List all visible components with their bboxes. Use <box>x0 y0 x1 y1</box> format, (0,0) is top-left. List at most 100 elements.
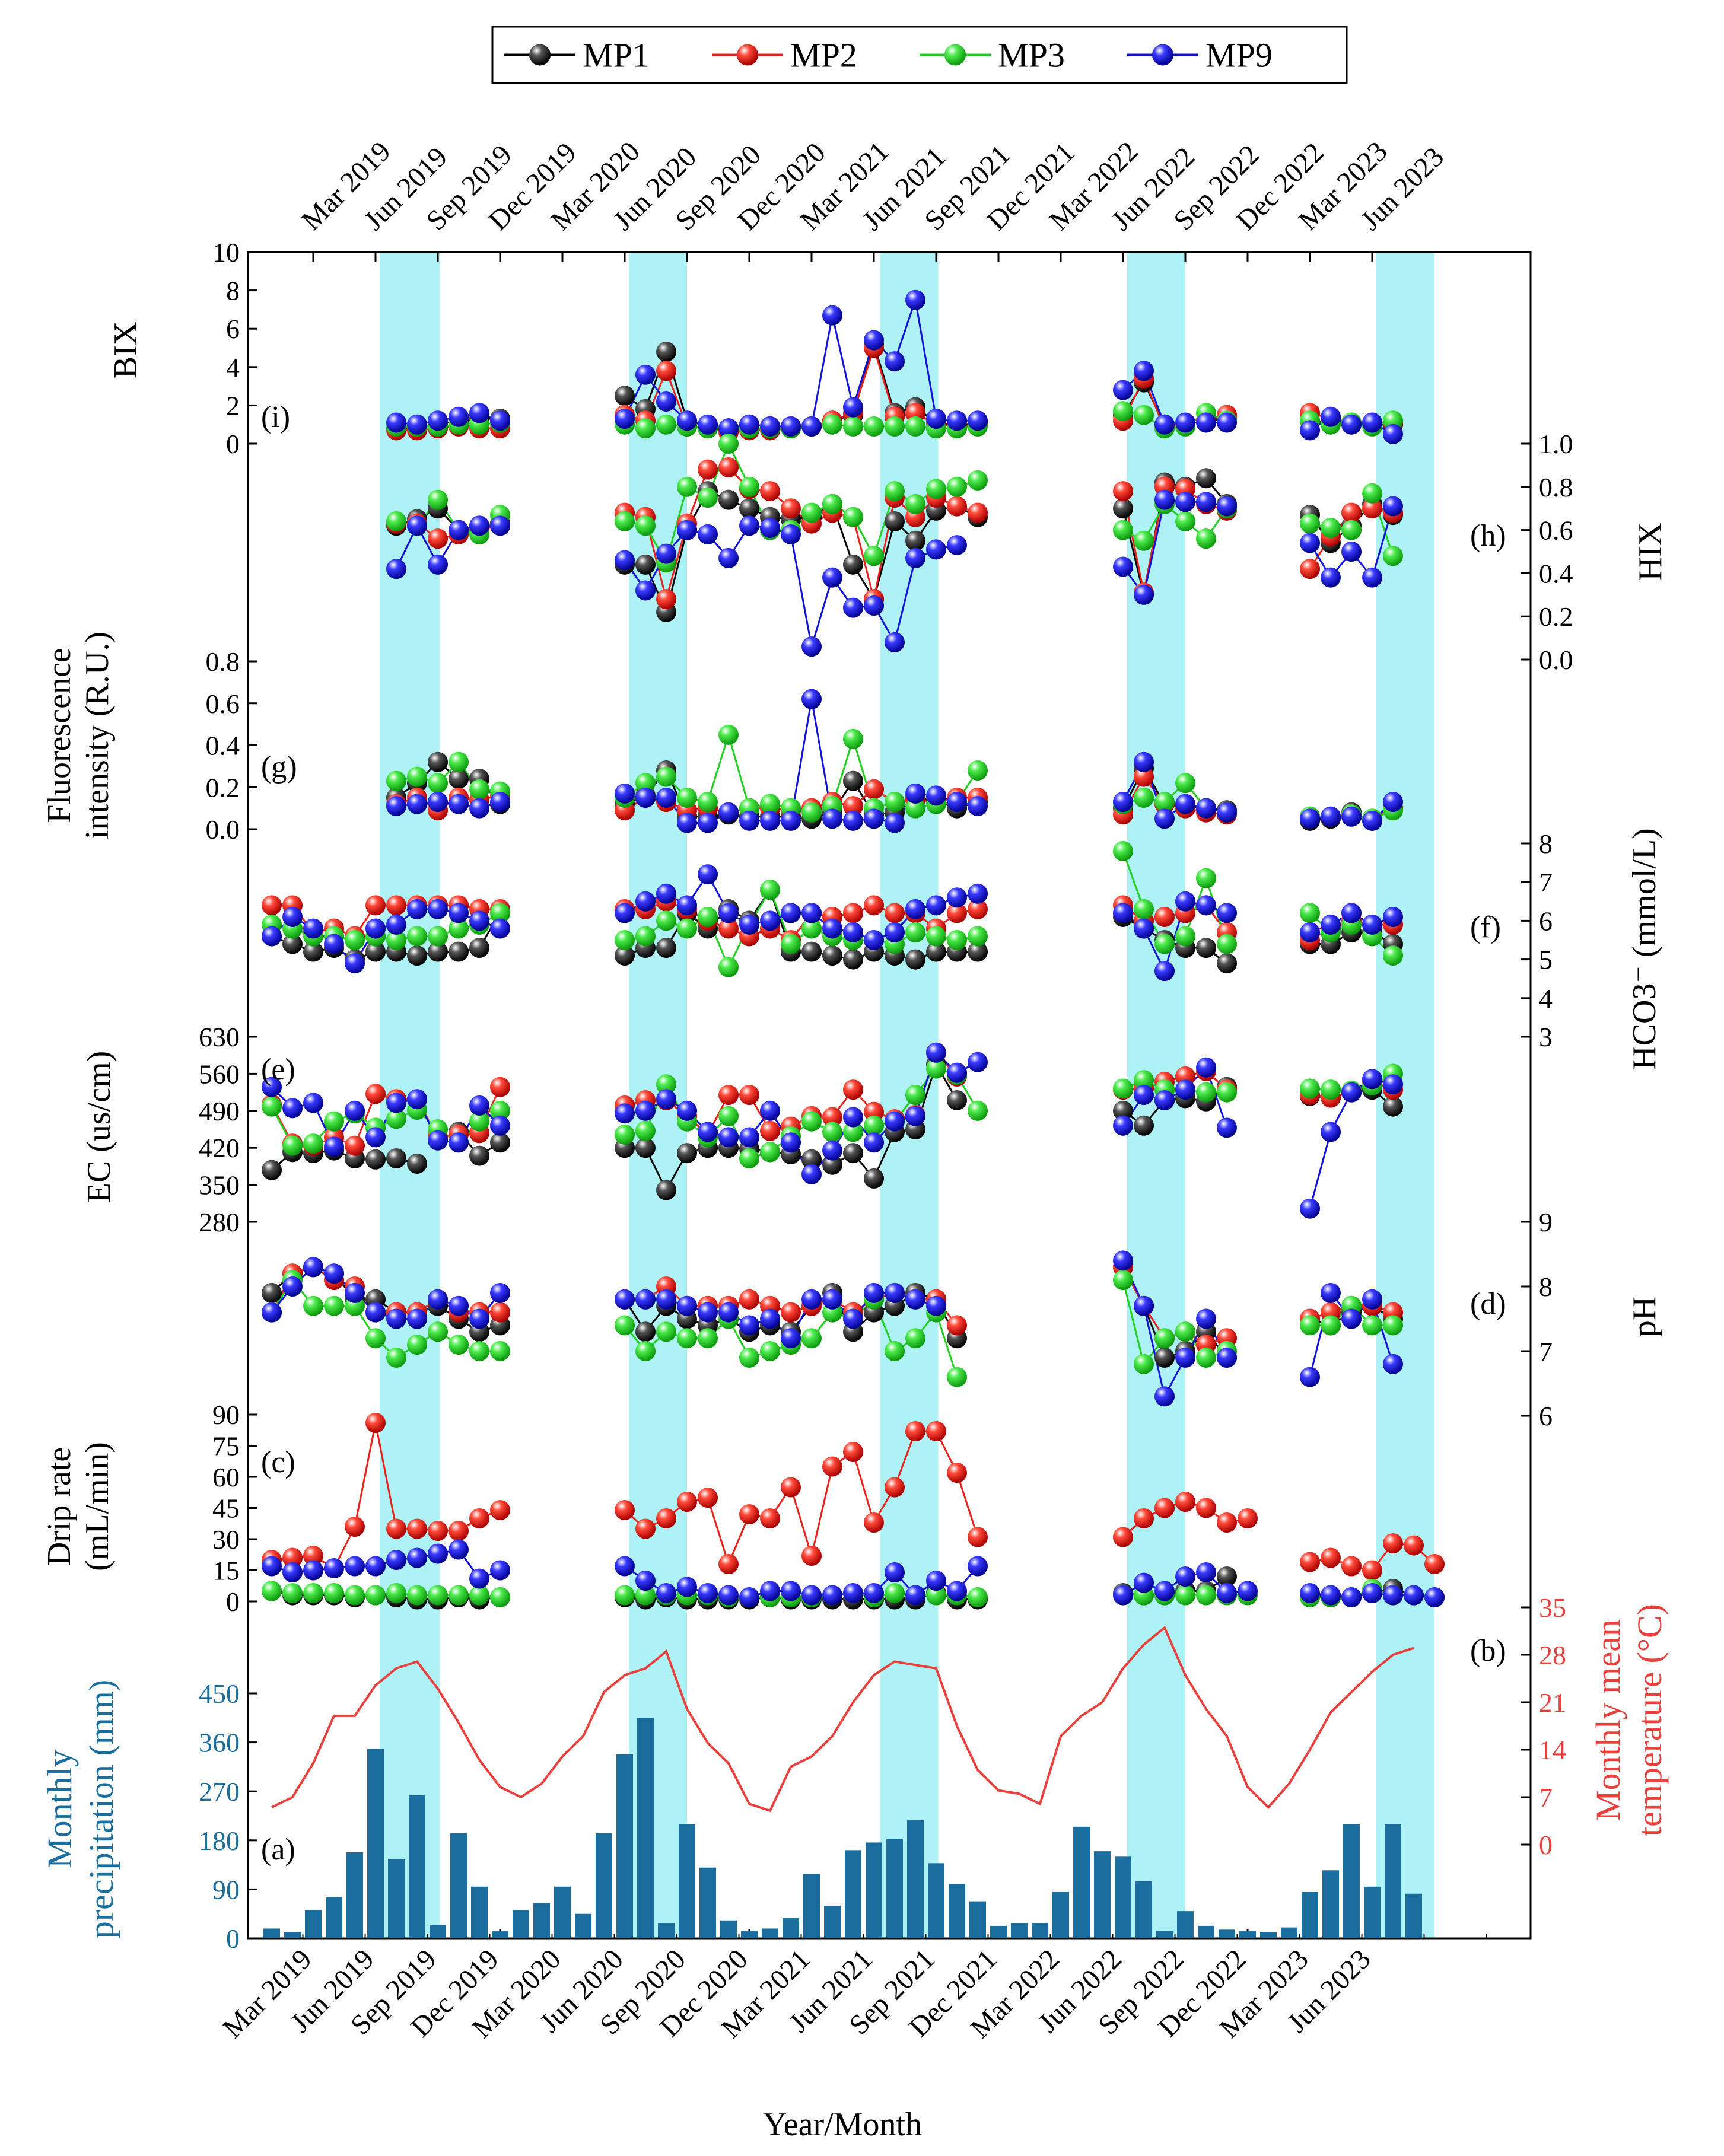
panel-d-MP9-point-21 <box>801 1289 822 1310</box>
panel-h-MP9-point-2 <box>428 554 448 575</box>
panel-e-MP3-point-26 <box>905 1085 925 1106</box>
legend-marker-MP3 <box>944 44 966 66</box>
panel-c-MP9-point-15 <box>677 1577 697 1597</box>
panel-d-MP3-point-28 <box>947 1367 967 1387</box>
panel-e-MP2-point-5 <box>365 1084 386 1104</box>
panel-e-MP9-point-15 <box>677 1100 697 1121</box>
panel-c-MP9-point-28 <box>947 1581 967 1601</box>
precip-bar-12 <box>513 1910 529 1938</box>
panel-c-MP2-point-33 <box>1175 1492 1195 1512</box>
panel-i-y-tick-label-5: 10 <box>212 237 240 267</box>
panel-e-MP3-point-27 <box>926 1058 946 1079</box>
panel-g-MP2-point-18 <box>864 779 884 800</box>
panel-e-MP9-point-18 <box>739 1127 759 1148</box>
panel-i-MP3-point-8 <box>656 414 676 435</box>
panel-i-MP9-point-6 <box>615 409 635 429</box>
panel-e-MP9-point-33 <box>1175 1079 1195 1100</box>
precip-bar-43 <box>1156 1931 1173 1938</box>
panel-g-MP9-point-3 <box>449 794 469 814</box>
panel-e-MP3-point-0 <box>262 1096 282 1117</box>
panel-d-MP3-point-35 <box>1300 1315 1320 1336</box>
panel-d-MP9-point-25 <box>885 1282 905 1303</box>
panel-g-MP9-point-6 <box>615 783 635 804</box>
panel-e-MP1-point-6 <box>386 1148 406 1169</box>
panel-f-MP9-point-33 <box>1175 891 1195 912</box>
panel-i-MP2-point-8 <box>656 361 676 381</box>
temp-tick-label-3: 21 <box>1539 1687 1566 1718</box>
panel-e-MP3-point-2 <box>303 1133 323 1154</box>
panel-i-MP9-point-7 <box>635 364 656 385</box>
panel-i-MP9-point-19 <box>885 351 905 372</box>
panel-g-MP9-point-30 <box>1300 808 1320 829</box>
panel-f-MP3-point-9 <box>449 918 469 939</box>
panel-c-MP3-point-8 <box>428 1585 448 1606</box>
panel-e-MP3-point-13 <box>635 1120 656 1141</box>
panel-e-MP3-point-31 <box>1134 1070 1154 1091</box>
panel-i-MP9-point-24 <box>1113 380 1133 400</box>
panel-c-MP2-point-11 <box>490 1500 510 1520</box>
panel-d-MP9-point-22 <box>822 1289 842 1310</box>
panel-h-MP9-point-26 <box>1175 492 1195 512</box>
precip-bar-36 <box>1011 1923 1028 1938</box>
panel-i-MP9-point-28 <box>1196 412 1216 433</box>
panel-d-MP9-point-11 <box>490 1282 510 1303</box>
precip-bar-49 <box>1281 1927 1297 1938</box>
precip-bar-5 <box>367 1749 384 1938</box>
panel-i-MP3-point-24 <box>1113 401 1133 422</box>
panel-d-MP9-point-19 <box>760 1308 780 1329</box>
panel-e-MP3-point-30 <box>1113 1078 1133 1099</box>
precip-bar-13 <box>533 1903 550 1938</box>
panel-e-MP9-point-34 <box>1196 1057 1216 1078</box>
panel-h-MP2-point-22 <box>947 496 967 517</box>
panel-c-MP2-point-43 <box>1424 1554 1445 1574</box>
panel-d-y-tick-label-1: 7 <box>1539 1336 1553 1367</box>
panel-d-MP9-point-0 <box>262 1302 282 1323</box>
panel-g-MP2-point-25 <box>1134 766 1154 787</box>
panel-d-MP3-point-31 <box>1154 1328 1175 1349</box>
panel-i-MP9-point-17 <box>843 397 863 418</box>
panel-f-MP2-point-29 <box>968 899 988 919</box>
panel-d-MP9-point-7 <box>407 1308 427 1329</box>
panel-d-MP3-point-33 <box>1196 1347 1216 1368</box>
panel-d-MP3-point-21 <box>801 1328 822 1349</box>
panel-c-y-title-0: Drip rate <box>41 1447 78 1566</box>
panel-f-MP9-point-19 <box>760 910 780 931</box>
panel-e-MP1-point-22 <box>843 1143 863 1164</box>
panel-c-MP2-point-31 <box>1134 1508 1154 1528</box>
panel-h-MP9-point-15 <box>801 636 822 657</box>
precip-bar-15 <box>575 1913 591 1938</box>
panel-e-MP9-point-31 <box>1134 1085 1154 1106</box>
panel-h-MP3-point-6 <box>615 511 635 532</box>
panel-f-MP3-point-31 <box>1134 899 1154 919</box>
panel-h-MP2-point-32 <box>1341 502 1362 523</box>
panel-h-MP9-point-30 <box>1321 567 1341 588</box>
precip-bar-32 <box>928 1863 944 1938</box>
panel-f-y-tick-label-5: 8 <box>1539 829 1553 859</box>
panel-c-MP2-point-27 <box>926 1421 946 1441</box>
panel-e-MP3-point-37 <box>1321 1079 1341 1100</box>
panel-f-y-tick-label-1: 4 <box>1539 983 1553 1014</box>
panel-c-MP3-point-1 <box>282 1583 303 1603</box>
panel-c-MP9-point-38 <box>1321 1585 1341 1606</box>
panel-h-MP9-point-33 <box>1383 496 1403 517</box>
panel-h-MP3-point-16 <box>822 493 842 514</box>
panel-d-MP9-point-23 <box>843 1308 863 1329</box>
precip-bar-34 <box>969 1901 986 1938</box>
panel-e-MP9-point-32 <box>1154 1090 1175 1110</box>
panel-e-MP3-point-11 <box>490 1100 510 1121</box>
panel-g-MP9-point-27 <box>1175 794 1195 814</box>
panel-i-MP9-point-13 <box>760 416 780 437</box>
panel-f-MP9-point-40 <box>1383 906 1403 927</box>
panel-d-MP9-point-6 <box>386 1308 406 1329</box>
panel-e-MP9-point-38 <box>1341 1082 1362 1103</box>
panel-f-MP9-point-8 <box>428 899 448 919</box>
panel-h-MP3-point-12 <box>739 476 759 497</box>
panel-g-MP3-point-19 <box>885 792 905 813</box>
precip-bar-2 <box>305 1910 322 1938</box>
panel-g-MP9-point-20 <box>905 783 925 804</box>
precip-tick-label-3: 270 <box>199 1776 240 1807</box>
panel-h-MP9-point-18 <box>864 595 884 616</box>
panel-e-y-tick-label-3: 490 <box>199 1096 240 1126</box>
panel-c-MP3-point-13 <box>635 1585 656 1606</box>
